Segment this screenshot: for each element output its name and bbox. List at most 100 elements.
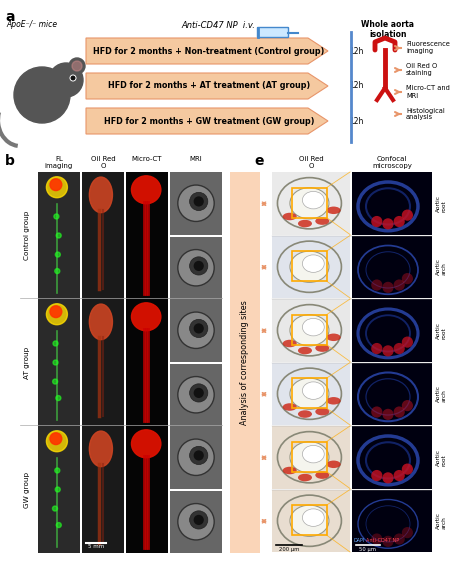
Circle shape — [14, 67, 70, 123]
FancyBboxPatch shape — [170, 237, 222, 299]
Circle shape — [194, 323, 204, 333]
Text: Aortic
root: Aortic root — [436, 321, 447, 339]
Circle shape — [54, 214, 59, 219]
Circle shape — [383, 472, 393, 484]
Text: Oil Red
O: Oil Red O — [299, 156, 323, 169]
Circle shape — [393, 470, 405, 481]
Circle shape — [383, 536, 393, 547]
Circle shape — [56, 396, 61, 401]
Circle shape — [55, 268, 60, 273]
Circle shape — [49, 63, 83, 97]
FancyBboxPatch shape — [352, 299, 432, 362]
Ellipse shape — [290, 505, 329, 536]
FancyBboxPatch shape — [352, 172, 432, 234]
FancyBboxPatch shape — [272, 236, 350, 298]
Circle shape — [194, 388, 204, 398]
Circle shape — [371, 470, 383, 481]
Ellipse shape — [315, 218, 329, 225]
Circle shape — [194, 196, 204, 207]
FancyBboxPatch shape — [272, 489, 350, 552]
Text: Anti-CD47 NP: Anti-CD47 NP — [366, 538, 399, 543]
Ellipse shape — [131, 176, 161, 204]
Text: 12h: 12h — [349, 116, 364, 125]
Circle shape — [55, 252, 60, 257]
FancyBboxPatch shape — [170, 172, 222, 234]
Circle shape — [56, 523, 61, 528]
FancyBboxPatch shape — [352, 236, 432, 298]
Circle shape — [194, 515, 204, 525]
Text: Oil Red
O: Oil Red O — [91, 156, 115, 169]
FancyBboxPatch shape — [352, 426, 432, 489]
Text: Aortic
arch: Aortic arch — [436, 512, 447, 529]
Ellipse shape — [302, 318, 324, 336]
Text: e: e — [254, 154, 264, 168]
Text: GW group: GW group — [24, 471, 30, 507]
Circle shape — [402, 400, 413, 411]
Ellipse shape — [298, 220, 312, 227]
Ellipse shape — [315, 408, 329, 415]
Circle shape — [383, 282, 393, 293]
FancyBboxPatch shape — [170, 299, 222, 362]
Text: Analysis of corresponding sites: Analysis of corresponding sites — [240, 300, 249, 425]
Circle shape — [393, 280, 405, 290]
FancyBboxPatch shape — [170, 490, 222, 553]
FancyBboxPatch shape — [352, 363, 432, 425]
Circle shape — [178, 312, 214, 349]
FancyArrow shape — [86, 38, 328, 64]
FancyBboxPatch shape — [38, 299, 80, 426]
Ellipse shape — [298, 474, 312, 481]
Circle shape — [190, 511, 208, 529]
Circle shape — [55, 487, 60, 492]
FancyBboxPatch shape — [82, 426, 124, 553]
Circle shape — [190, 192, 208, 211]
Text: 12h: 12h — [349, 46, 364, 55]
FancyBboxPatch shape — [82, 299, 124, 426]
Ellipse shape — [131, 303, 161, 331]
Circle shape — [393, 406, 405, 418]
Circle shape — [402, 273, 413, 284]
Text: Confocal
microscopy: Confocal microscopy — [372, 156, 412, 169]
Ellipse shape — [298, 347, 312, 354]
Ellipse shape — [283, 403, 297, 411]
Circle shape — [178, 250, 214, 286]
Circle shape — [371, 216, 383, 227]
Circle shape — [383, 218, 393, 229]
Text: b: b — [5, 154, 15, 168]
Ellipse shape — [290, 378, 329, 410]
Circle shape — [402, 210, 413, 221]
Circle shape — [178, 376, 214, 413]
FancyBboxPatch shape — [126, 299, 168, 426]
Circle shape — [194, 450, 204, 460]
Circle shape — [72, 61, 82, 71]
FancyBboxPatch shape — [272, 172, 350, 234]
Circle shape — [46, 177, 67, 198]
Ellipse shape — [315, 344, 329, 352]
FancyBboxPatch shape — [170, 363, 222, 426]
FancyBboxPatch shape — [272, 299, 350, 362]
Circle shape — [371, 280, 383, 290]
Circle shape — [371, 406, 383, 418]
Circle shape — [393, 533, 405, 545]
FancyArrow shape — [86, 73, 328, 99]
Text: HFD for 2 months + GW treatment (GW group): HFD for 2 months + GW treatment (GW grou… — [104, 116, 314, 125]
Circle shape — [402, 337, 413, 347]
Circle shape — [402, 527, 413, 538]
Ellipse shape — [290, 442, 329, 473]
Circle shape — [190, 257, 208, 275]
Text: ApoE⁻/⁻ mice: ApoE⁻/⁻ mice — [6, 20, 57, 29]
Text: 12h: 12h — [349, 81, 364, 90]
Ellipse shape — [302, 255, 324, 272]
Circle shape — [71, 76, 75, 80]
Ellipse shape — [90, 304, 112, 340]
Text: a: a — [5, 10, 15, 24]
Text: AT group: AT group — [24, 346, 30, 379]
Ellipse shape — [327, 397, 341, 405]
Circle shape — [371, 343, 383, 354]
Text: MRI: MRI — [190, 156, 202, 162]
FancyBboxPatch shape — [170, 426, 222, 489]
Circle shape — [46, 431, 67, 452]
Text: 50 μm: 50 μm — [359, 546, 376, 551]
Circle shape — [190, 446, 208, 464]
Circle shape — [402, 463, 413, 475]
FancyBboxPatch shape — [230, 172, 260, 553]
